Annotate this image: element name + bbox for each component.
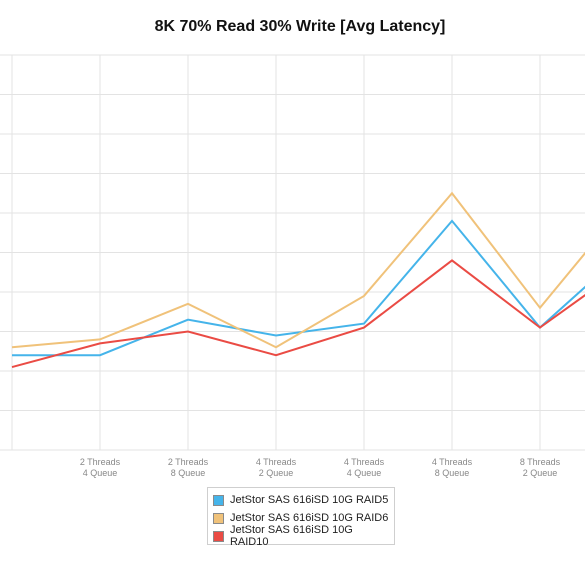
legend-item-raid6: JetStor SAS 616iSD 10G RAID6 [213,509,394,527]
chart-title: 8K 70% Read 30% Write [Avg Latency] [154,18,446,35]
x-tick-label: 2 Threads [80,457,121,467]
legend-swatch-raid5 [213,494,224,506]
x-tick-label: 4 Queue [83,468,118,478]
legend-label-raid6: JetStor SAS 616iSD 10G RAID6 [230,512,389,524]
series-line-1 [11,191,585,349]
legend: JetStor SAS 616iSD 10G RAID5 JetStor SAS… [207,487,395,548]
x-tick-label: 8 Threads [520,457,561,467]
legend-item-raid5: JetStor SAS 616iSD 10G RAID5 [213,491,394,509]
legend-label-raid5: JetStor SAS 616iSD 10G RAID5 [230,494,389,506]
x-tick-label: 8 Queue [171,468,206,478]
x-tick-label: 4 Threads [344,457,385,467]
series-lines [11,191,585,369]
x-tick-label: 2 Queue [523,468,558,478]
x-tick-label: 4 Queue [347,468,382,478]
series-line-0 [12,219,585,357]
x-tick-label: 2 Threads [168,457,209,467]
legend-item-raid10: JetStor SAS 616iSD 10G RAID10 [213,524,394,548]
legend-swatch-raid10 [213,530,224,542]
x-tick-label: 4 Threads [432,457,473,467]
x-tick-label: 8 Queue [435,468,470,478]
legend-label-raid10: JetStor SAS 616iSD 10G RAID10 [229,524,353,548]
x-tick-label: 4 Threads [256,457,297,467]
series-line-2 [11,259,585,369]
legend-swatch-raid6 [213,512,224,524]
gridlines [0,54,585,451]
x-tick-label: 2 Queue [259,468,294,478]
